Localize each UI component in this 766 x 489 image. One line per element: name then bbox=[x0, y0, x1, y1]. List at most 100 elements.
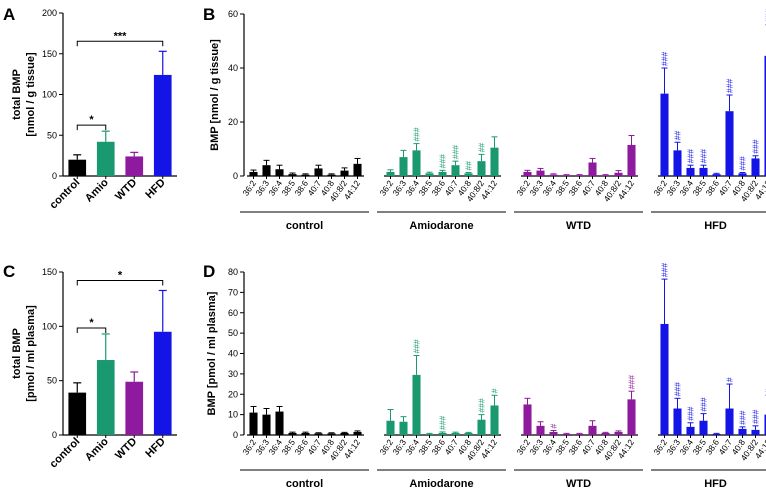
bar-wtd-38:5 bbox=[562, 433, 571, 435]
bar-control-38:5 bbox=[288, 174, 297, 176]
significance-label: * bbox=[89, 317, 94, 329]
y-tick-label: 100 bbox=[42, 90, 57, 100]
bar-control-40:8/2 bbox=[340, 432, 349, 435]
bar-amiodarone-40:8/2 bbox=[477, 419, 486, 435]
y-tick-label: 20 bbox=[228, 117, 238, 127]
y-tick-label: 60 bbox=[228, 308, 238, 318]
panel-label: C bbox=[3, 262, 15, 281]
bar-amiodarone-44:12 bbox=[490, 147, 499, 176]
bar-wtd-38:6 bbox=[575, 175, 584, 176]
y-tick-label: 0 bbox=[52, 171, 57, 181]
bar-hfd-44:12 bbox=[764, 414, 766, 435]
bar-amio bbox=[96, 360, 115, 435]
significance-mark: ## bbox=[477, 143, 487, 153]
significance-mark: ### bbox=[438, 154, 448, 168]
significance-mark: ### bbox=[751, 409, 761, 423]
y-tick-label: 100 bbox=[42, 321, 57, 331]
x-tick-label: Amio bbox=[83, 435, 111, 463]
group-label-hfd: HFD bbox=[704, 478, 727, 489]
significance-mark: ### bbox=[738, 156, 748, 170]
bar-control-36:3 bbox=[262, 165, 271, 176]
bar-control-36:2 bbox=[249, 171, 258, 176]
significance-mark: # bbox=[549, 424, 559, 429]
y-tick-label: 40 bbox=[228, 63, 238, 73]
bar-amiodarone-38:5 bbox=[425, 433, 434, 435]
bar-hfd-40:7 bbox=[725, 408, 734, 435]
bar-hfd-40:8 bbox=[738, 173, 747, 176]
y-tick-label: 50 bbox=[47, 376, 57, 386]
significance-mark: ### bbox=[627, 375, 637, 389]
significance-mark: # bbox=[764, 388, 766, 393]
bar-hfd-38:6 bbox=[712, 433, 721, 435]
bar-wtd-36:2 bbox=[523, 171, 532, 176]
bar-control-38:6 bbox=[301, 174, 310, 176]
significance-mark: ### bbox=[438, 415, 448, 429]
bar-wtd-36:2 bbox=[523, 404, 532, 435]
bar-wtd-40:8/2 bbox=[614, 172, 623, 176]
bar-wtd-44:12 bbox=[627, 399, 636, 435]
bar-amiodarone-40:8/2 bbox=[477, 161, 486, 176]
y-axis-label-line: [nmol / g tissue] bbox=[25, 52, 37, 137]
y-axis-label: total BMP [nmol / g tissue] bbox=[11, 52, 37, 137]
group-label-amiodarone: Amiodarone bbox=[409, 478, 473, 489]
bar-wtd-40:7 bbox=[588, 162, 597, 176]
bar-hfd-38:5 bbox=[699, 167, 708, 176]
bar-amiodarone-40:7 bbox=[451, 165, 460, 176]
bar-hfd-38:5 bbox=[699, 420, 708, 435]
y-tick-label: 50 bbox=[228, 328, 238, 338]
bar-amio bbox=[96, 141, 115, 176]
y-axis-label-line: total BMP bbox=[11, 69, 23, 120]
significance-mark: ### bbox=[451, 145, 461, 159]
significance-bracket bbox=[76, 40, 164, 47]
bar-control bbox=[68, 159, 87, 176]
x-tick-label: WTD bbox=[113, 436, 139, 462]
bar-control-44:12 bbox=[353, 431, 362, 435]
bar-amiodarone-40:8 bbox=[464, 173, 473, 176]
bar-amiodarone-38:5 bbox=[425, 173, 434, 176]
bar-hfd-36:2 bbox=[660, 323, 669, 435]
panel-label: D bbox=[203, 262, 215, 281]
y-axis-label: total BMP [pmol / ml plasma] bbox=[11, 305, 37, 402]
panel-C: C 0 50 100 150 total BMP [pmol / ml plasma] con… bbox=[3, 262, 177, 470]
x-tick-label: control bbox=[48, 436, 83, 471]
y-tick-label: 20 bbox=[228, 389, 238, 399]
y-axis-label: BMP [nmol / g tissue] bbox=[209, 39, 221, 151]
significance-mark: ### bbox=[699, 397, 709, 411]
significance-bracket bbox=[76, 279, 164, 286]
significance-mark: ### bbox=[764, 8, 766, 22]
x-tick-label: WTD bbox=[113, 177, 139, 203]
bar-hfd-38:6 bbox=[712, 174, 721, 176]
y-tick-label: 0 bbox=[52, 430, 57, 440]
significance-mark: ### bbox=[412, 127, 422, 141]
bar-hfd-36:2 bbox=[660, 93, 669, 176]
significance-bracket bbox=[76, 327, 107, 333]
bar-control-40:8 bbox=[327, 174, 336, 176]
bar-control-38:6 bbox=[301, 432, 310, 435]
bar-hfd-44:12 bbox=[764, 55, 766, 176]
bar-control-40:7 bbox=[314, 433, 323, 435]
significance-mark: ### bbox=[725, 79, 735, 93]
bar-control-40:8/2 bbox=[340, 170, 349, 176]
panel-label: B bbox=[203, 5, 215, 24]
panel-label: A bbox=[3, 5, 15, 24]
significance-mark: # bbox=[725, 377, 735, 382]
y-tick-label: 0 bbox=[233, 430, 238, 440]
y-tick-label: 30 bbox=[228, 369, 238, 379]
y-tick-label: 70 bbox=[228, 287, 238, 297]
bar-control-40:8 bbox=[327, 433, 336, 435]
bar-control-38:5 bbox=[288, 432, 297, 435]
y-axis-label: BMP [pmol / ml plasma] bbox=[206, 291, 218, 415]
significance-mark: ### bbox=[660, 52, 670, 66]
y-tick-label: 200 bbox=[42, 8, 57, 18]
group-label-wtd: WTD bbox=[566, 220, 591, 232]
significance-mark: ### bbox=[412, 339, 422, 353]
bar-control-44:12 bbox=[353, 163, 362, 176]
y-tick-label: 60 bbox=[228, 9, 238, 19]
bar-hfd-40:7 bbox=[725, 111, 734, 176]
significance-bracket bbox=[76, 124, 107, 131]
x-tick-label: control bbox=[48, 177, 83, 212]
significance-mark: ### bbox=[699, 149, 709, 163]
bar-amiodarone-40:8 bbox=[464, 432, 473, 435]
group-label-amiodarone: Amiodarone bbox=[409, 220, 473, 232]
